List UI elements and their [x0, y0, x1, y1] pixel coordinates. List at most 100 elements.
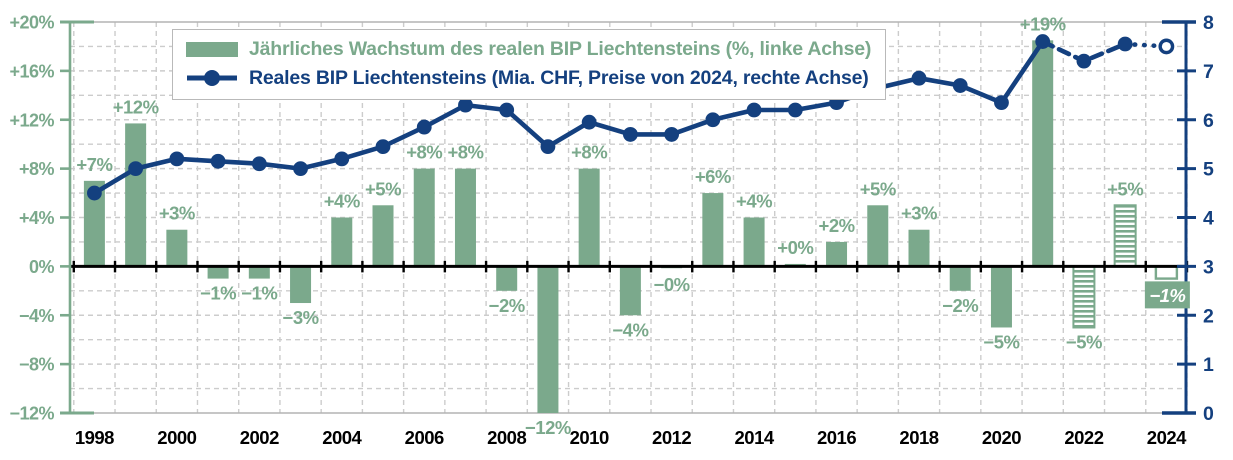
year-label-2018: 2018	[899, 427, 938, 448]
growth-labels: +7%+12%+3%−1% −1%−3%+4%+5%+8% +8%−2%−12%+8…	[76, 13, 1190, 438]
right-tick-label: 7	[1203, 61, 1214, 83]
bar-2018	[908, 229, 930, 267]
year-label-2012: 2012	[652, 427, 691, 448]
bar-2006	[413, 168, 435, 267]
right-tick-label: 0	[1203, 403, 1214, 425]
x-axis-labels: 1998 2000 2002 2004 2006 2008 2010 2012 2014 2016…	[75, 427, 1188, 448]
growth-label-2010: +8%	[571, 142, 607, 163]
growth-bars	[83, 40, 1179, 413]
gdp-marker-2007	[458, 97, 473, 113]
year-label-2002: 2002	[240, 427, 279, 448]
gdp-marker-2022	[1076, 53, 1092, 69]
year-label-2024: 2024	[1147, 427, 1187, 448]
left-tick-label: −8%	[19, 355, 55, 375]
gdp-marker-2012	[664, 127, 680, 142]
year-label-2016: 2016	[817, 427, 856, 448]
year-label-2020: 2020	[982, 427, 1021, 448]
year-label-2022: 2022	[1064, 427, 1103, 448]
right-tick-label: 8	[1203, 12, 1214, 34]
left-tick-label: +12%	[9, 110, 54, 130]
gdp-marker-2002	[251, 156, 267, 172]
bar-2014	[743, 217, 765, 267]
bar-2009	[537, 266, 559, 413]
gdp-marker-2011	[622, 127, 638, 142]
year-label-2004: 2004	[322, 427, 362, 448]
growth-label-2020: −5%	[983, 331, 1019, 352]
left-tick-label: +20%	[9, 13, 54, 33]
left-tick-label: +4%	[19, 208, 55, 228]
bar-2007	[454, 168, 476, 267]
growth-label-1999: +12%	[113, 96, 159, 117]
bar-1998	[83, 180, 105, 267]
gdp-marker-2009	[540, 139, 556, 155]
gdp-marker-2021	[1035, 34, 1051, 49]
growth-label-2001: −1%	[200, 283, 236, 304]
growth-label-2011: −4%	[612, 319, 648, 340]
right-tick-label: 1	[1203, 354, 1214, 376]
bar-2008	[496, 266, 518, 291]
right-tick-label: 5	[1203, 159, 1214, 181]
bar-2023	[1113, 204, 1137, 268]
gdp-marker-2018	[911, 70, 927, 86]
badge-2024	[1144, 281, 1190, 309]
right-tick-label: 4	[1203, 208, 1214, 230]
legend-bar-swatch	[186, 41, 238, 57]
year-label-2014: 2014	[735, 427, 775, 448]
bar-2002	[248, 266, 270, 279]
gdp-marker-2003	[293, 161, 308, 177]
growth-label-2006: +8%	[406, 142, 442, 163]
bar-2024	[1154, 265, 1179, 280]
year-label-2000: 2000	[157, 427, 196, 448]
gdp-marker-2024	[1158, 38, 1175, 55]
growth-label-2013: +6%	[695, 166, 731, 187]
bar-2022	[1072, 265, 1096, 329]
legend: Jährliches Wachstum des realen BIP Liech…	[172, 29, 887, 100]
year-label-1998: 1998	[75, 427, 114, 448]
bar-2013	[702, 193, 724, 267]
year-label-2008: 2008	[487, 427, 526, 448]
gdp-marker-2006	[416, 119, 432, 135]
gdp-marker-2010	[581, 114, 597, 130]
gdp-marker-2008	[499, 102, 515, 118]
growth-label-2007: +8%	[447, 142, 483, 163]
right-axis: 8 7 6 5 4 3 2 1 0	[1162, 12, 1214, 425]
left-tick-label: −4%	[19, 306, 55, 326]
growth-label-2012: −0%	[654, 274, 690, 295]
growth-label-2018: +3%	[901, 203, 937, 224]
growth-label-2003: −3%	[283, 307, 319, 328]
growth-label-2015: +0%	[777, 237, 813, 258]
gridlines	[70, 21, 1188, 414]
bar-2010	[578, 168, 600, 267]
growth-label-2017: +5%	[860, 178, 896, 199]
growth-label-2016: +2%	[819, 215, 855, 236]
growth-label-1998: +7%	[76, 154, 112, 175]
gdp-marker-1999	[128, 161, 144, 177]
growth-label-2021: +19%	[1020, 13, 1066, 34]
bar-2005	[372, 205, 394, 267]
growth-label-2002: −1%	[241, 283, 277, 304]
bar-2017	[867, 205, 889, 267]
bar-2016	[826, 241, 848, 267]
bar-2019	[949, 266, 971, 291]
gdp-marker-2020	[994, 95, 1009, 111]
growth-label-2005: +5%	[365, 178, 401, 199]
year-label-2010: 2010	[570, 427, 609, 448]
growth-label-2014: +4%	[736, 191, 772, 212]
gdp-marker-2015	[787, 102, 803, 118]
growth-label-2000: +3%	[159, 203, 195, 224]
growth-label-2019: −2%	[942, 295, 978, 316]
left-axis: +20% +16% +12% +8% +4% 0% −4% −8% −12%	[9, 13, 94, 424]
gdp-marker-2023	[1117, 36, 1133, 52]
gdp-marker-2005	[375, 139, 391, 155]
growth-label-2024: −1%	[1149, 285, 1185, 306]
right-tick-label: 2	[1203, 305, 1214, 327]
gdp-marker-2000	[169, 151, 185, 167]
bar-2003	[290, 266, 312, 304]
growth-label-2023: +5%	[1107, 178, 1143, 199]
gdp-marker-2019	[952, 78, 968, 93]
gdp-marker-2014	[746, 102, 762, 118]
growth-label-2008: −2%	[489, 295, 525, 316]
zero-axis	[70, 260, 1189, 273]
